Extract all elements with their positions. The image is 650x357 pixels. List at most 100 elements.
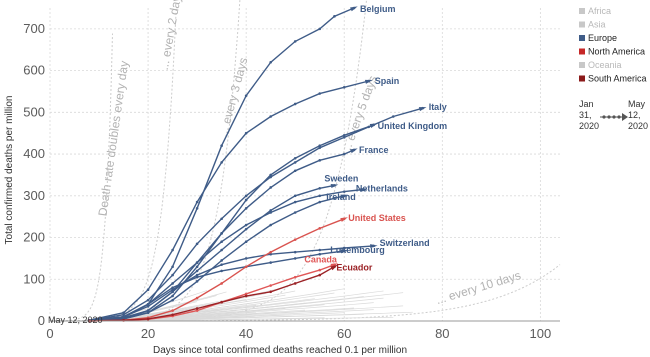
series-point [269,115,272,118]
x-tick-label: 100 [530,326,552,341]
series-label: Luxembourg [330,245,385,255]
series-line [89,149,355,322]
series-point [244,294,248,298]
legend-swatch [579,62,585,68]
series-point [171,248,174,252]
series-point [220,300,223,304]
series-point [244,223,248,227]
series-end-arrow [370,244,378,249]
series-point [146,311,150,314]
y-axis-label: Total confirmed deaths per million [4,96,15,245]
series-point [293,275,297,279]
legend-label: Asia [588,20,606,30]
series-point [195,242,199,246]
series-point [146,298,150,302]
series-point [220,144,223,148]
timeline-dot [602,115,606,119]
date-marker-label: May 12, 2020 [48,315,103,325]
series-point [318,268,322,272]
series-point [195,273,199,277]
series-point [333,15,336,18]
series-point [171,273,174,277]
legend[interactable]: Africa Asia Europe North America Oceania Sout… [579,6,647,84]
series-point [195,307,199,310]
y-tick-label: 700 [23,21,45,36]
series-point [342,152,346,156]
series-label: Ecuador [336,263,373,273]
series-point [195,296,199,300]
legend-item[interactable]: North America [579,47,645,57]
series-point [244,240,248,244]
timeline-slider[interactable]: Jan 31, 2020 May 12, 2020 [579,99,648,131]
x-tick-label: 80 [435,326,449,341]
legend-swatch [579,8,585,14]
series-point [195,275,199,279]
series-end-arrow [330,184,339,189]
legend-label: Oceania [588,60,622,70]
series-point [171,282,174,285]
series-point [220,161,223,164]
series-point [220,269,223,273]
series-point [195,207,199,210]
series-point [318,144,322,148]
series-point [293,161,297,164]
legend-item[interactable]: Africa [579,6,611,16]
legend-item[interactable]: Asia [579,20,606,30]
legend-swatch [579,48,585,55]
series-point [171,313,174,317]
series-point [146,288,150,292]
timeline-end-month: May [628,99,646,109]
series-point [342,136,346,139]
series-point [318,146,322,150]
legend-item[interactable]: South America [579,74,647,84]
legend-item[interactable]: Europe [579,33,617,43]
series-point [318,252,322,256]
timeline-start-year: 2020 [579,121,599,131]
timeline-end-day: 12, [628,110,641,120]
series-point [146,317,150,321]
series-point [220,240,223,244]
series-point [244,265,248,269]
series-point [269,284,272,287]
series-line [89,80,369,321]
series-point [391,115,395,118]
timeline-end-handle[interactable] [622,113,628,121]
series-point [122,313,125,317]
guide-label: ... every 10 days [434,268,522,307]
x-tick-label: 60 [337,326,351,341]
axes: 0 100 200 300 400 500 600 700 0 20 40 60 80 100 [23,21,560,341]
series-point [318,27,322,31]
timeline-dot [612,115,616,119]
series-point [269,252,272,256]
series-end-arrow [360,187,368,192]
series-point [244,94,248,97]
series-point [293,211,297,214]
series-point [293,250,297,254]
timeline-start-month: Jan [579,99,594,109]
series-line [89,7,355,322]
series-point [318,200,322,204]
series-label: Netherlands [356,184,408,194]
series-point [244,194,248,198]
timeline-dot [617,115,621,119]
legend-item[interactable]: Oceania [579,60,622,70]
series-point [293,156,297,160]
series-point [293,102,297,106]
series-point [318,273,322,277]
series-point [269,60,272,64]
series-point [293,40,297,43]
series-point [220,232,223,235]
series-point [220,217,223,221]
series-label: United Kingdom [378,121,448,131]
series-point [171,309,174,312]
series-point [342,133,346,137]
y-tick-label: 200 [23,230,45,245]
series-point [171,290,174,294]
series-point [195,309,199,312]
series-point [293,200,297,204]
legend-label: South America [588,74,647,84]
series-end-arrow [369,123,378,128]
y-tick-label: 300 [23,188,45,203]
series-point [244,207,248,210]
